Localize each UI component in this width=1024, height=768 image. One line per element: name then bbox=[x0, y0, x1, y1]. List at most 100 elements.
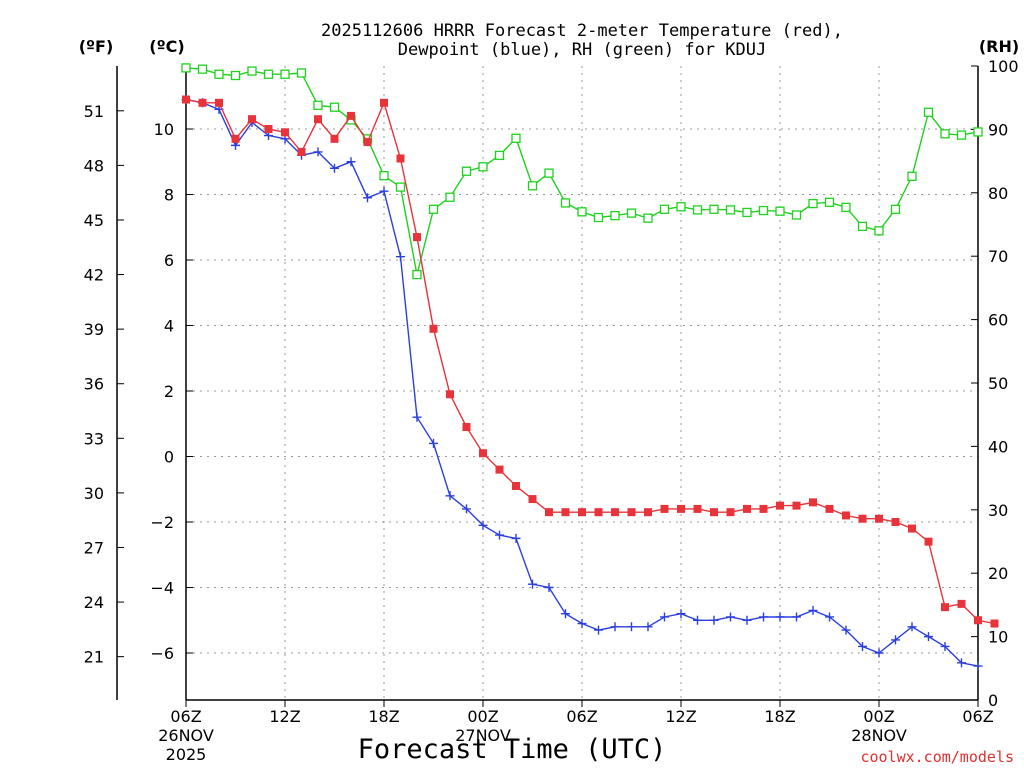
rh-point bbox=[742, 207, 752, 218]
temperature-point bbox=[924, 537, 933, 546]
dewpoint-point bbox=[792, 612, 801, 622]
rh-point bbox=[544, 168, 554, 178]
temperature-point bbox=[792, 501, 801, 510]
rh-point bbox=[412, 269, 422, 280]
temperature-point bbox=[759, 504, 768, 513]
rh-point bbox=[956, 130, 967, 140]
dewpoint-point bbox=[511, 533, 521, 543]
temperature-point bbox=[380, 98, 388, 107]
fahrenheit-tick-label: 30 bbox=[84, 484, 104, 503]
temperature-point bbox=[561, 508, 570, 517]
rh-tick-label: 20 bbox=[988, 564, 1008, 583]
temperature-point bbox=[396, 154, 405, 163]
celsius-axis: 10 8 6 4 2 0 −2 −4 −6 bbox=[150, 120, 193, 663]
rh-tick-label: 70 bbox=[988, 247, 1008, 266]
rh-point bbox=[230, 70, 241, 81]
rh-tick-label: 40 bbox=[988, 437, 1008, 456]
temperature-point bbox=[281, 128, 289, 137]
rh-point bbox=[857, 221, 868, 232]
rh-point bbox=[181, 63, 191, 73]
dewpoint-point bbox=[973, 661, 983, 671]
temperature-point bbox=[957, 599, 966, 608]
rh-point bbox=[692, 205, 703, 215]
plot-frame bbox=[116, 66, 979, 701]
dewpoint-point bbox=[330, 163, 339, 173]
dewpoint-point bbox=[858, 641, 867, 651]
dewpoint-point bbox=[462, 504, 471, 514]
rh-point bbox=[395, 182, 406, 192]
temperature-point bbox=[578, 508, 586, 517]
dewpoint-point bbox=[379, 186, 389, 196]
temperature-point bbox=[429, 324, 438, 333]
celsius-tick-label: 4 bbox=[164, 317, 174, 336]
dewpoint-point bbox=[610, 622, 620, 632]
rh-point bbox=[725, 205, 736, 215]
dewpoint-point bbox=[957, 658, 966, 668]
temperature-point bbox=[941, 603, 949, 612]
temperature-point bbox=[347, 111, 355, 120]
rh-point bbox=[874, 226, 884, 236]
temperature-point bbox=[842, 511, 850, 520]
rh-point bbox=[263, 69, 274, 79]
rh-point bbox=[494, 150, 505, 161]
rh-point bbox=[923, 107, 934, 117]
time-tick-label: 00Z bbox=[467, 707, 498, 726]
temperature-point bbox=[330, 134, 339, 143]
dewpoint-point bbox=[775, 612, 785, 622]
rh-point bbox=[808, 198, 818, 209]
rh-tick-label: 50 bbox=[988, 374, 1008, 393]
time-tick-label: 06Z bbox=[170, 707, 201, 726]
dewpoint-series bbox=[181, 95, 983, 671]
celsius-tick-label: −2 bbox=[150, 513, 174, 532]
celsius-unit-label: (ºC) bbox=[149, 37, 184, 56]
rh-point bbox=[643, 213, 653, 223]
temperature-point bbox=[479, 449, 487, 458]
rh-point bbox=[214, 69, 224, 79]
dewpoint-point bbox=[874, 648, 884, 658]
rh-point bbox=[824, 197, 835, 207]
rh-point bbox=[758, 205, 769, 216]
fahrenheit-unit-label: (ºF) bbox=[79, 37, 114, 56]
rh-point bbox=[610, 210, 620, 221]
dewpoint-point bbox=[924, 632, 933, 642]
temperature-point bbox=[264, 125, 273, 133]
rh-point bbox=[577, 207, 587, 217]
temperature-point bbox=[297, 147, 306, 156]
dewpoint-point bbox=[412, 412, 422, 422]
chart-title-line1: 2025112606 HRRR Forecast 2-meter Tempera… bbox=[321, 21, 843, 41]
dewpoint-point bbox=[742, 615, 752, 625]
temperature-point bbox=[809, 498, 817, 507]
dewpoint-point bbox=[346, 157, 356, 167]
temperature-point bbox=[462, 423, 471, 432]
rh-point bbox=[428, 204, 439, 214]
fahrenheit-tick-label: 21 bbox=[84, 648, 104, 667]
temperature-point bbox=[726, 508, 735, 517]
rh-point bbox=[560, 198, 571, 208]
dewpoint-point bbox=[660, 612, 669, 622]
rh-point bbox=[329, 102, 340, 112]
time-tick-label: 12Z bbox=[269, 707, 300, 726]
temperature-point bbox=[710, 508, 718, 517]
fahrenheit-axis: 51 48 45 42 39 36 33 30 27 24 21 bbox=[84, 102, 124, 667]
time-tick-label: 18Z bbox=[764, 707, 795, 726]
temperature-point bbox=[413, 233, 421, 242]
temperature-point bbox=[974, 616, 982, 625]
rh-point bbox=[940, 129, 950, 139]
temperature-point bbox=[512, 481, 520, 490]
rh-point bbox=[626, 208, 637, 218]
rh-point bbox=[775, 206, 785, 216]
temperature-point bbox=[858, 514, 867, 523]
time-tick-label: 06Z bbox=[566, 707, 597, 726]
temperature-point bbox=[660, 504, 669, 513]
rh-point bbox=[791, 210, 802, 220]
fahrenheit-tick-label: 51 bbox=[84, 102, 104, 121]
celsius-tick-label: 6 bbox=[164, 251, 174, 270]
dewpoint-point bbox=[825, 612, 834, 622]
dewpoint-point bbox=[445, 491, 455, 501]
time-tick-date: 28NOV bbox=[851, 726, 907, 745]
dewpoint-point bbox=[759, 612, 768, 622]
temperature-point bbox=[545, 508, 553, 517]
